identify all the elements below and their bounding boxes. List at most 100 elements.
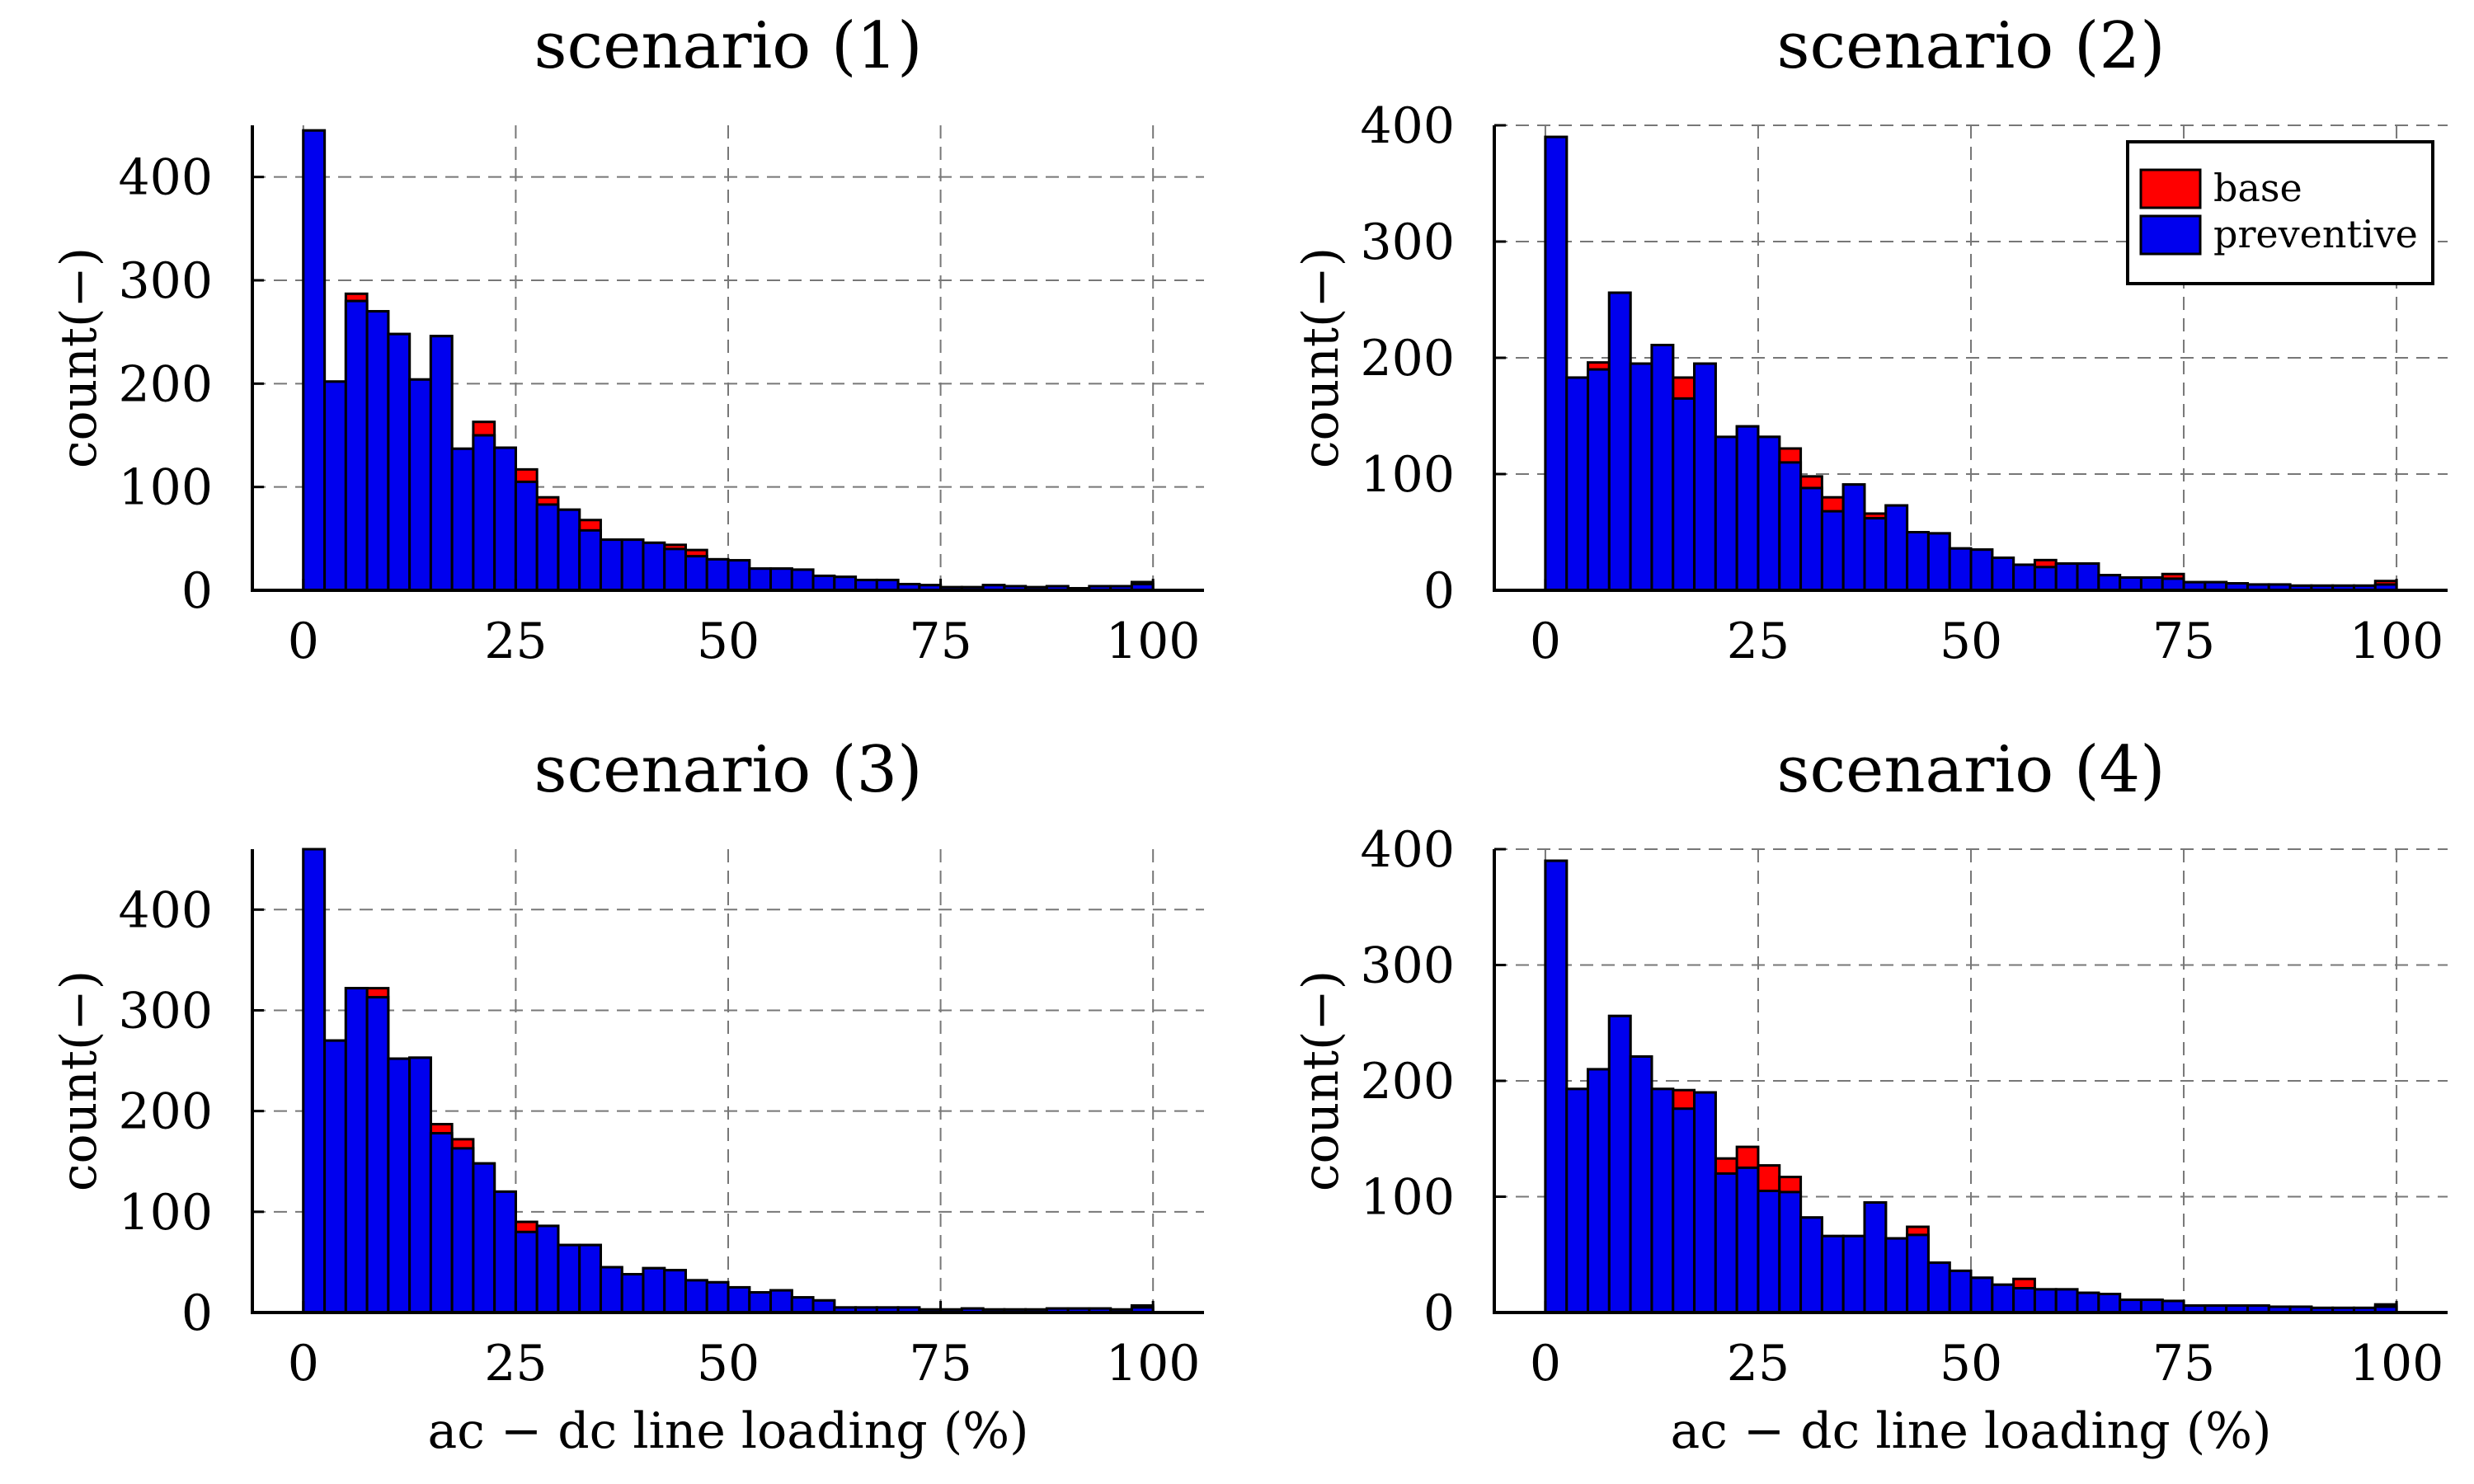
bar-preventive <box>302 848 327 1314</box>
bar-preventive <box>1948 547 1973 592</box>
y-axis-label: count(−) <box>1292 247 1350 468</box>
bar-preventive <box>1820 1234 1845 1314</box>
x-tick-label: 75 <box>2152 613 2215 670</box>
bar-preventive <box>557 508 581 592</box>
bar-preventive <box>1841 1234 1866 1314</box>
bar-preventive <box>2076 1291 2100 1314</box>
bar-preventive <box>323 380 347 592</box>
bar-preventive <box>1650 343 1675 592</box>
bar-preventive <box>769 567 793 592</box>
bar-preventive <box>429 335 454 592</box>
bar-preventive <box>1693 362 1717 592</box>
x-tick-label: 0 <box>1530 613 1561 670</box>
bar-preventive <box>1714 435 1738 592</box>
bar-preventive <box>1587 368 1611 592</box>
bar-preventive <box>2161 577 2185 592</box>
bar-preventive <box>2139 575 2164 592</box>
bar-preventive <box>408 1056 432 1314</box>
bar-preventive <box>535 503 560 592</box>
bar-preventive <box>493 1190 517 1314</box>
bar-preventive <box>705 1280 730 1314</box>
bar-preventive <box>1757 1189 1781 1314</box>
chart-panel-1: 0 25 50 75 100 0 100 200 300 400 scenario (1) count… <box>50 9 1204 670</box>
bar-preventive <box>1607 1014 1632 1314</box>
y-tick-label: 200 <box>1360 330 1455 387</box>
bar-preventive <box>599 1266 623 1314</box>
x-tick-label: 75 <box>909 1335 971 1392</box>
chart-panel-2: 0 25 50 75 100 0 100 200 300 400 scenario (2) count… <box>1292 9 2448 670</box>
bar-preventive <box>727 559 751 592</box>
x-tick-label: 0 <box>1530 1335 1561 1392</box>
bar-preventive <box>1735 425 1760 592</box>
chart-panel-4: 0 25 50 75 100 0 100 200 300 400 scenario (4) count… <box>1292 733 2448 1460</box>
y-tick-label: 200 <box>118 1083 213 1141</box>
y-tick-label: 300 <box>118 252 213 310</box>
bar-preventive <box>642 541 666 592</box>
y-axis-label: count(−) <box>50 247 108 468</box>
legend-box <box>2126 140 2434 285</box>
bar-preventive <box>620 538 645 592</box>
bar-preventive <box>408 378 432 592</box>
bar-preventive <box>1650 1087 1675 1314</box>
bar-preventive <box>1629 1054 1653 1314</box>
bar-preventive <box>1926 1261 1951 1314</box>
bar-preventive <box>2119 1298 2142 1314</box>
y-tick-label: 300 <box>118 982 213 1040</box>
bar-preventive <box>344 299 369 592</box>
bar-preventive <box>748 567 773 592</box>
bar-preventive <box>1969 1276 1994 1314</box>
bar-preventive <box>1587 1068 1611 1314</box>
legend-label-preventive: preventive <box>2213 212 2418 256</box>
y-tick-label: 100 <box>1360 446 1455 504</box>
x-tick-label: 0 <box>288 613 319 670</box>
bar-preventive <box>302 129 327 592</box>
x-tick-label: 50 <box>1940 1335 2002 1392</box>
chart-title: scenario (2) <box>1776 9 2165 83</box>
bar-preventive <box>1607 291 1632 592</box>
bar-preventive <box>2033 566 2058 592</box>
bar-preventive <box>1544 135 1569 592</box>
bar-preventive <box>1778 461 1803 592</box>
bar-preventive <box>2097 1293 2122 1314</box>
bar-preventive <box>387 1057 412 1314</box>
y-tick-label: 100 <box>118 459 213 517</box>
y-tick-label: 0 <box>1423 1284 1455 1342</box>
y-tick-label: 200 <box>1360 1053 1455 1111</box>
bar-preventive <box>1841 483 1866 592</box>
bar-preventive <box>769 1289 793 1314</box>
bar-preventive <box>323 1039 347 1314</box>
x-tick-label: 100 <box>2349 613 2444 670</box>
bar-preventive <box>642 1266 666 1314</box>
bar-preventive <box>1884 504 1909 592</box>
y-tick-label: 300 <box>1360 214 1455 271</box>
bar-preventive <box>2012 563 2036 592</box>
bar-preventive <box>684 1279 708 1314</box>
legend-label-base: base <box>2213 166 2302 210</box>
y-tick-label: 400 <box>1360 97 1455 155</box>
bar-preventive <box>472 1162 496 1314</box>
bar-preventive <box>429 1132 454 1314</box>
x-axis-label: ac − dc line loading (%) <box>427 1402 1028 1460</box>
bar-preventive <box>2076 562 2100 592</box>
bar-preventive <box>1863 517 1888 592</box>
bar-preventive <box>493 446 517 592</box>
bar-preventive <box>811 1298 836 1314</box>
bar-preventive <box>599 538 623 592</box>
bar-preventive <box>727 1285 751 1314</box>
chart-title: scenario (3) <box>534 733 922 807</box>
x-tick-label: 25 <box>1727 1335 1790 1392</box>
bar-preventive <box>450 1147 475 1314</box>
bar-preventive <box>1906 1233 1930 1314</box>
x-tick-label: 25 <box>1727 613 1790 670</box>
bar-preventive <box>748 1291 773 1314</box>
bar-preventive <box>514 1230 539 1314</box>
bar-preventive <box>1991 556 2015 592</box>
x-axis-label: ac − dc line loading (%) <box>1670 1402 2271 1460</box>
legend-swatch-preventive <box>2139 214 2202 256</box>
y-tick-label: 0 <box>1423 562 1455 620</box>
bar-preventive <box>2033 1288 2058 1314</box>
bar-preventive <box>1863 1201 1888 1314</box>
y-axis-label: count(−) <box>1292 970 1350 1191</box>
y-tick-label: 100 <box>1360 1169 1455 1227</box>
bar-preventive <box>1906 531 1930 592</box>
